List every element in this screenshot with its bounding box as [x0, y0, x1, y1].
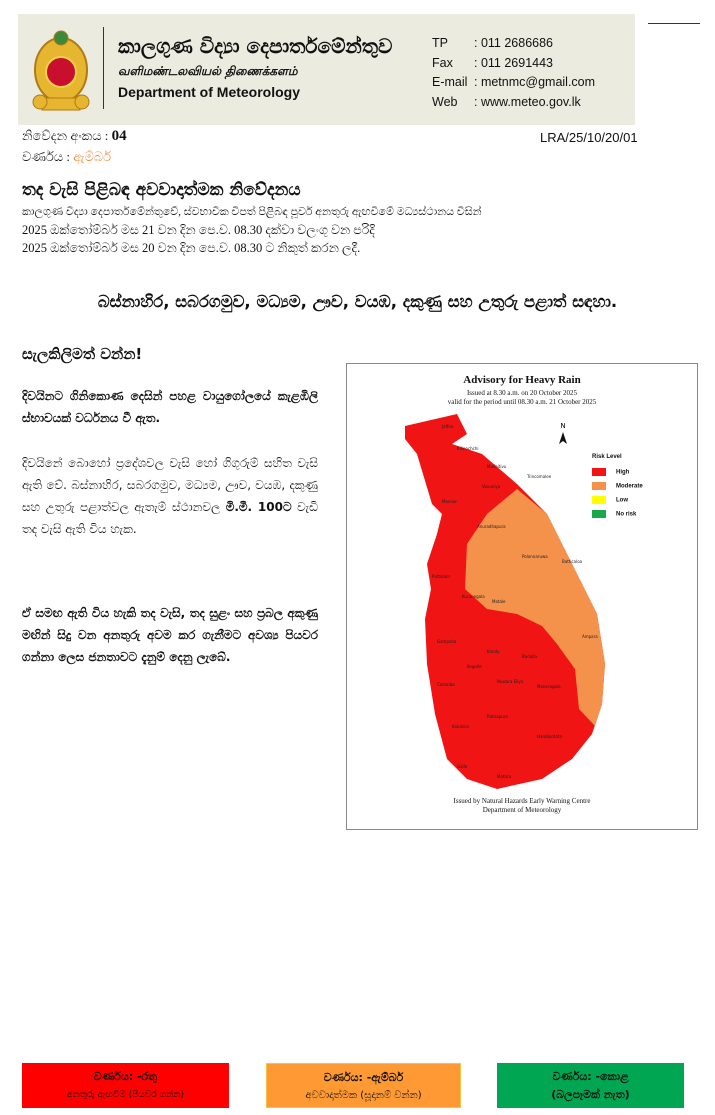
district-label: Jaffna	[442, 424, 454, 429]
value: 04	[111, 128, 127, 144]
label: No risk	[616, 511, 637, 518]
island-map: N	[405, 414, 605, 789]
district-label: Kalutara	[452, 724, 469, 729]
label: Low	[616, 497, 628, 504]
district-label: Kandy	[487, 649, 500, 654]
contact-info: TP : 011 2686686 Fax : 011 2691443 E-mail:…	[432, 34, 595, 112]
district-label: Anuradhapura	[477, 524, 506, 529]
district-label: Badulla	[522, 654, 537, 659]
key-desc: අනතුරු ඇඟවීම (පියවර ගන්න)	[66, 1090, 185, 1100]
district-label: Kilinochchi	[457, 446, 479, 451]
district-label: Colombo	[437, 682, 455, 687]
district-label: Puttalam	[432, 574, 450, 579]
north-label: N	[560, 422, 565, 430]
label: නිවේදන අංකය :	[22, 128, 109, 143]
district-label: Batticaloa	[562, 559, 583, 564]
map-issued: Issued at 8.30 a.m. on 20 October 2025	[466, 389, 578, 397]
district-label: Kegalle	[467, 664, 482, 669]
contact-value: : 011 2691443	[474, 55, 554, 70]
label: Moderate	[616, 483, 643, 490]
key-title: වර්ණය: -කොළ	[552, 1070, 629, 1083]
paragraph-cause: දිවයිනට ගිනිකොණ දෙසින් පහළ වායුගෝලයේ කැළ…	[22, 389, 318, 425]
notice-title: තද වැසි පිළිබඳ අවවාදාත්මක නිවේදනය	[22, 180, 301, 200]
dept-name-english: Department of Meteorology	[118, 84, 301, 100]
label: වර්ණය :	[22, 149, 71, 164]
district-label: Mannar	[442, 499, 458, 504]
district-label: Galle	[457, 764, 468, 769]
legend-item-moderate: Moderate	[592, 482, 643, 490]
email-link[interactable]: : metnmc@gmail.com	[474, 75, 596, 89]
color-key-red: වර්ණය: -රතු අනතුරු ඇඟවීම (පියවර ගන්න)	[22, 1063, 229, 1108]
district-label: Ampara	[582, 634, 598, 639]
map-valid: valid for the period until 08.30 a.m. 21…	[447, 398, 597, 406]
contact-key: Fax	[432, 55, 453, 70]
rainfall-amount: මි.මී. 100ට	[225, 500, 292, 514]
color-key-amber: වර්ණය: -ඇම්බර් අවවාදාත්මක (සූදානම් වන්න)	[266, 1063, 461, 1108]
regions-heading: බස්නාහිර, සබරගමුව, මධ්‍යම, ඌව, වයඹ, දකුණ…	[97, 292, 618, 311]
color-key-green: වර්ණය: -කොළ (බලපෑමක් නැත)	[497, 1063, 684, 1108]
dept-name-tamil: வளிமண்டலவியல் திணைக்களம்	[118, 64, 298, 78]
swatch	[592, 468, 606, 476]
district-label: Matara	[497, 774, 512, 779]
paragraph-forecast: දිවයිනේ බොහෝ ප්‍රදේශවල වැසි හෝ ගිගුරුම් …	[22, 452, 318, 540]
alert-color: වර්ණය : ඇම්බර්	[22, 149, 111, 165]
contact-key: TP	[432, 36, 448, 50]
swatch	[592, 482, 606, 490]
district-label: Hambantota	[537, 734, 562, 739]
district-label: Kurunegala	[462, 594, 485, 599]
notice-number: නිවේදන අංකය : 04	[22, 128, 127, 145]
swatch	[592, 496, 606, 504]
divider	[648, 23, 700, 24]
sri-lanka-emblem-icon	[32, 30, 90, 111]
map-footer-issuer: Issued by Natural Hazards Early Warning …	[453, 797, 591, 805]
district-label: Polonnaruwa	[522, 554, 548, 559]
notice-subtitle: කාලගුණ විද්‍යා දෙපාර්තමේන්තුවේ, ස්වභාවික…	[22, 203, 482, 257]
text: වැඩි තද වැසි ඇති විය හැක.	[22, 500, 319, 536]
value: ඇම්බර්	[73, 149, 112, 164]
advisory-map: Advisory for Heavy Rain Issued at 8.30 a…	[346, 363, 698, 830]
north-arrow-icon	[559, 432, 567, 444]
legend-item-no-risk: No risk	[592, 510, 636, 518]
text: දිවයිනේ බොහෝ ප්‍රදේශවල වැසි හෝ ගිගුරුම් …	[22, 456, 318, 514]
web-link[interactable]: : www.meteo.gov.lk	[474, 94, 581, 109]
reference-code: LRA/25/10/20/01	[540, 130, 638, 145]
district-label: Vavuniya	[482, 484, 501, 489]
map-footer-dept: Department of Meteorology	[482, 806, 562, 814]
dept-name-sinhala: කාලගුණ විද්‍යා දෙපාර්තමේන්තුව	[118, 34, 393, 58]
legend-title: Risk Level	[592, 454, 622, 460]
district-label: Trincomalee	[527, 474, 552, 479]
valid-line: 2025 ඔක්තෝම්බර් මස 21 වන දින පෙ.ව. 08.30…	[22, 223, 375, 237]
divider	[103, 27, 104, 109]
key-desc: අවවාදාත්මක (සූදානම් වන්න)	[305, 1090, 422, 1101]
district-label: Mullaitivu	[487, 464, 507, 469]
contact-value: : 011 2686686	[474, 36, 554, 50]
district-label: Gampaha	[437, 639, 457, 644]
issuer-line: කාලගුණ විද්‍යා දෙපාර්තමේන්තුවේ, ස්වභාවික…	[22, 206, 482, 218]
district-label: Moneragala	[537, 684, 561, 689]
attention-heading: සැලකිලිමත් වන්න!	[22, 345, 143, 363]
paragraph-advice: ඒ සමඟ ඇති විය හැකි තද වැසි, තද සුළං සහ ප…	[22, 606, 318, 664]
district-label: Nuwara Eliya	[497, 679, 524, 684]
district-label: Ratnapura	[487, 714, 508, 719]
letterhead	[18, 14, 635, 125]
legend-item-high: High	[592, 468, 629, 476]
issued-line: 2025 ඔක්තෝම්බර් මස 20 වන දින පෙ.ව. 08.30…	[22, 241, 361, 255]
district-label: Matale	[492, 599, 506, 604]
key-title: වර්ණය: -ඇම්බර්	[323, 1071, 404, 1084]
contact-key: E-mail	[432, 75, 468, 89]
swatch	[592, 510, 606, 518]
map-title: Advisory for Heavy Rain	[463, 374, 581, 386]
label: High	[616, 469, 630, 476]
key-desc: (බලපෑමක් නැත)	[551, 1088, 630, 1101]
contact-key: Web	[432, 94, 458, 109]
moderate-risk-area	[465, 489, 605, 726]
key-title: වර්ණය: -රතු	[93, 1070, 158, 1083]
legend-item-low: Low	[592, 496, 628, 504]
